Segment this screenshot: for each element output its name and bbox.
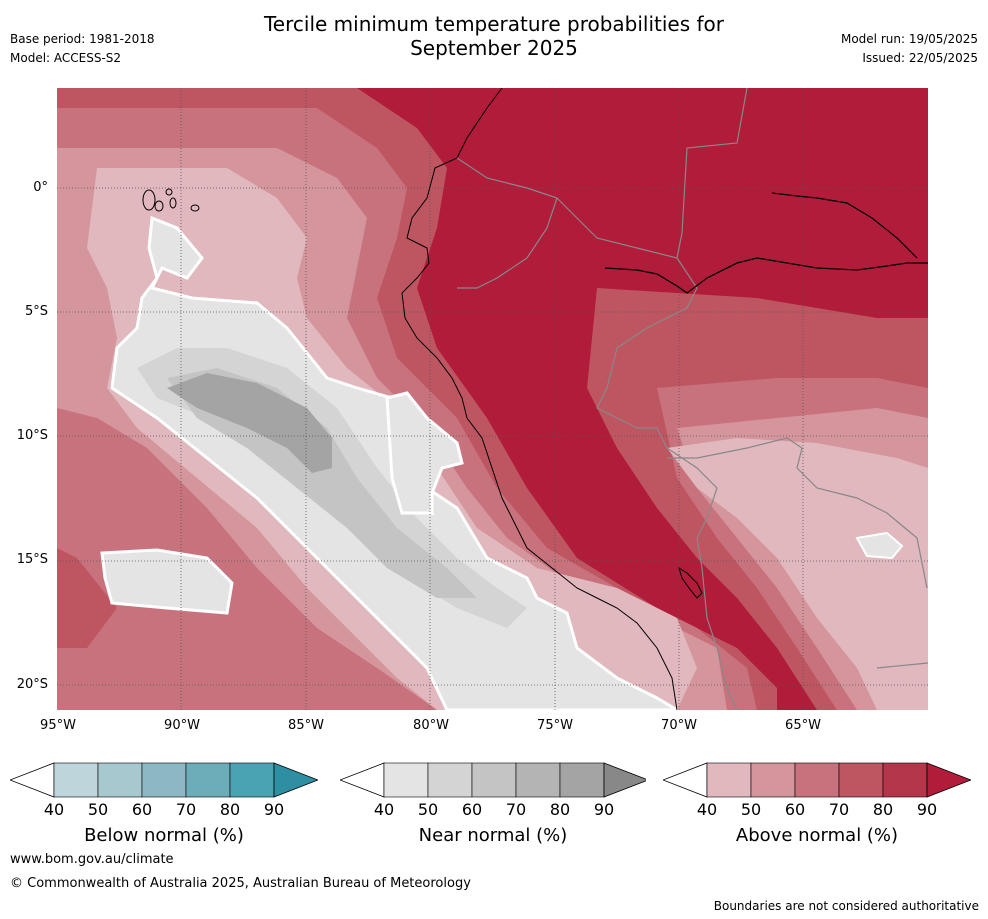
lon-label-70w: 70°W xyxy=(661,718,697,733)
model-text: Model: ACCESS-S2 xyxy=(10,51,122,65)
colorbar-tick-label: 80 xyxy=(549,800,571,819)
colorbar-tick-label: 70 xyxy=(828,800,850,819)
colorbar-max-triangle xyxy=(273,762,318,798)
colorbar-tick-label: 70 xyxy=(505,800,527,819)
website-text: www.bom.gov.au/climate xyxy=(10,852,174,867)
colorbar-tick-label: 70 xyxy=(175,800,197,819)
model-run-text: Model run: 19/05/2025 xyxy=(840,32,978,46)
colorbar-segment xyxy=(750,762,796,798)
colorbar-tick-label: 80 xyxy=(872,800,894,819)
colorbar-segment xyxy=(794,762,840,798)
right-metadata: Model run: 19/05/2025 Issued: 22/05/2025 xyxy=(841,32,978,70)
country-borders xyxy=(456,88,928,710)
colorbar-tick-label: 50 xyxy=(740,800,762,819)
copyright-text: © Commonwealth of Australia 2025, Austra… xyxy=(10,876,471,891)
colorbar-tick-label: 50 xyxy=(87,800,109,819)
disclaimer-text: Boundaries are not considered authoritat… xyxy=(713,899,979,913)
base-period-text: Base period: 1981-2018 xyxy=(10,32,155,46)
colorbar-segment xyxy=(185,762,231,798)
lat-label-20s: 20°S xyxy=(16,677,48,692)
colorbar-segment xyxy=(383,762,429,798)
colorbar-segment xyxy=(515,762,561,798)
lon-label-85w: 85°W xyxy=(288,718,324,733)
colorbar-near-normal xyxy=(340,762,646,798)
near-normal-70 xyxy=(167,373,332,473)
colorbar-tick-label: 90 xyxy=(593,800,615,819)
colorbar-segment xyxy=(559,762,605,798)
amazon-river xyxy=(604,257,928,294)
issued-text: Issued: 22/05/2025 xyxy=(862,51,978,65)
lat-label-5s: 5°S xyxy=(24,304,48,319)
inland-near-normal-patch xyxy=(855,531,904,560)
lon-label-75w: 75°W xyxy=(537,718,573,733)
title-line-2: September 2025 xyxy=(410,36,578,60)
colorbar-near-label: Near normal (%) xyxy=(418,825,568,846)
colorbar-tick-label: 90 xyxy=(263,800,285,819)
colorbar-below-normal xyxy=(10,762,318,798)
colorbar-tick-label: 50 xyxy=(417,800,439,819)
lat-label-15s: 15°S xyxy=(16,552,48,567)
colorbar-above-normal xyxy=(663,762,971,798)
colorbar-tick-label: 80 xyxy=(219,800,241,819)
colorbar-segment xyxy=(229,762,275,798)
colorbar-segment xyxy=(97,762,143,798)
colorbar-segment xyxy=(141,762,187,798)
near-normal-patch-south xyxy=(100,548,234,615)
colorbar-segment xyxy=(706,762,752,798)
colorbar-min-triangle xyxy=(340,762,385,798)
colorbar-segment xyxy=(53,762,99,798)
colorbar-tick-label: 60 xyxy=(461,800,483,819)
title-line-1: Tercile minimum temperature probabilitie… xyxy=(263,12,725,36)
lat-label-0: 0° xyxy=(33,180,48,195)
colorbar-above-label: Above normal (%) xyxy=(735,825,899,846)
graticule xyxy=(57,88,928,710)
colorbar-max-triangle xyxy=(926,762,971,798)
colorbar-tick-label: 40 xyxy=(43,800,65,819)
lat-label-10s: 10°S xyxy=(16,428,48,443)
colorbar-max-triangle xyxy=(603,762,646,798)
colorbar-tick-label: 90 xyxy=(916,800,938,819)
lon-label-65w: 65°W xyxy=(785,718,821,733)
north-river xyxy=(771,192,918,259)
inland-band-40 xyxy=(667,438,928,710)
lon-label-90w: 90°W xyxy=(164,718,200,733)
colorbar-tick-label: 60 xyxy=(131,800,153,819)
probability-map xyxy=(57,88,928,710)
colorbar-segment xyxy=(427,762,473,798)
colorbar-tick-label: 40 xyxy=(696,800,718,819)
colorbar-min-triangle xyxy=(663,762,708,798)
colorbar-min-triangle xyxy=(10,762,55,798)
lon-label-80w: 80°W xyxy=(413,718,449,733)
page-title: Tercile minimum temperature probabilitie… xyxy=(0,12,988,60)
colorbar-below-label: Below normal (%) xyxy=(84,825,244,846)
coastline xyxy=(401,88,678,710)
colorbar-segment xyxy=(882,762,928,798)
colorbar-segment xyxy=(471,762,517,798)
lake-titicaca xyxy=(678,566,703,599)
galapagos-islands xyxy=(142,188,200,212)
lon-label-95w: 95°W xyxy=(40,718,76,733)
colorbar-tick-label: 60 xyxy=(784,800,806,819)
near-normal-patch-coast xyxy=(385,391,464,515)
left-metadata: Base period: 1981-2018 Model: ACCESS-S2 xyxy=(10,32,155,70)
colorbar-segment xyxy=(838,762,884,798)
colorbar-tick-label: 40 xyxy=(373,800,395,819)
